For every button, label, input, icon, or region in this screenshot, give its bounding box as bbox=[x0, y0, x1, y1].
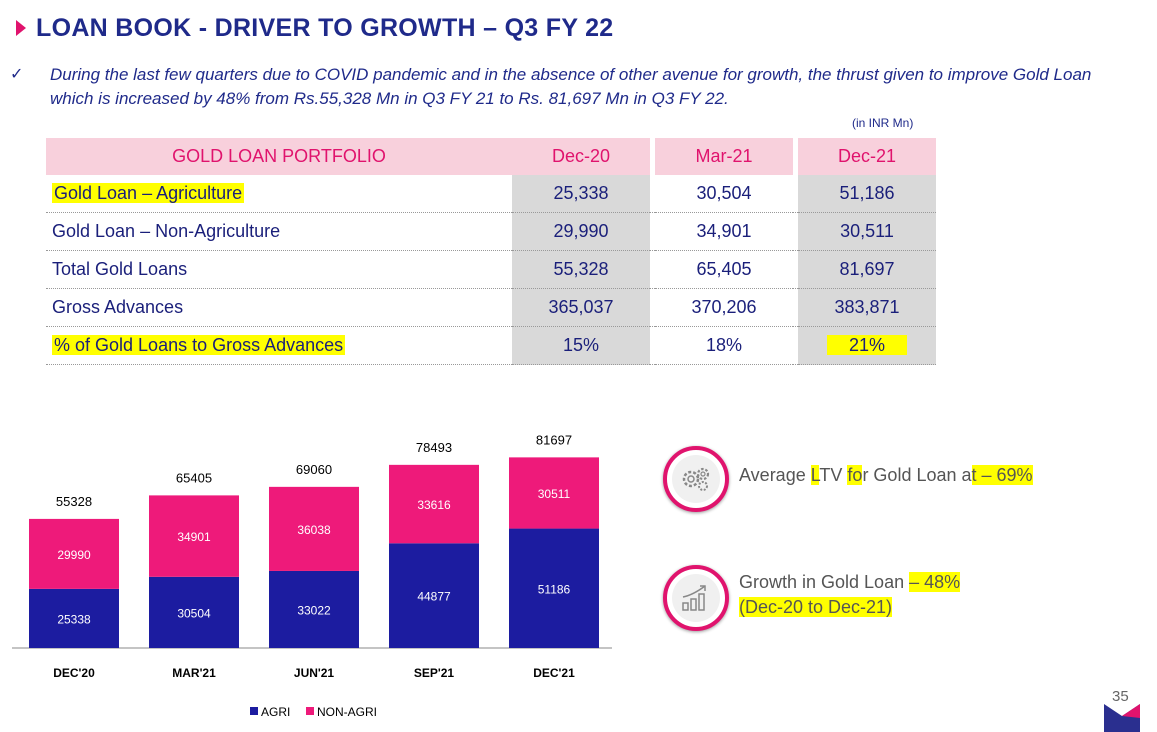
total-data-label: 65405 bbox=[176, 470, 212, 485]
growth-note: Growth in Gold Loan – 48% (Dec-20 to Dec-… bbox=[739, 570, 961, 620]
agri-data-label: 33022 bbox=[297, 603, 331, 617]
unit-note: (in INR Mn) bbox=[852, 116, 914, 130]
x-tick-label: SEP'21 bbox=[414, 666, 455, 680]
total-data-label: 69060 bbox=[296, 462, 332, 477]
x-tick-label: JUN'21 bbox=[294, 666, 335, 680]
agri-data-label: 30504 bbox=[177, 606, 211, 620]
table-row: % of Gold Loans to Gross Advances 15% 18… bbox=[46, 327, 936, 365]
table-cell: 55,328 bbox=[512, 251, 650, 289]
ltv-icon-badge bbox=[663, 446, 729, 512]
table-row: Gross Advances 365,037 370,206 383,871 bbox=[46, 289, 936, 327]
total-data-label: 78493 bbox=[416, 440, 452, 455]
table-row: Gold Loan – Agriculture 25,338 30,504 51… bbox=[46, 175, 936, 213]
corner-logo-icon bbox=[1104, 704, 1140, 732]
growth-chart-icon bbox=[682, 585, 706, 611]
x-tick-label: MAR'21 bbox=[172, 666, 216, 680]
note-text-segment: fo bbox=[847, 465, 863, 485]
check-icon: ✓ bbox=[10, 66, 24, 83]
agri-bar bbox=[149, 576, 239, 648]
row-label: Total Gold Loans bbox=[46, 251, 512, 289]
note-text-segment: TV bbox=[819, 465, 848, 485]
agri-data-label: 25338 bbox=[57, 612, 91, 626]
table-header-dec20: Dec-20 bbox=[512, 138, 650, 175]
gold-loan-stacked-bar-chart: 25338 29990 55328 DEC'20 30504 34901 65405 MAR'… bbox=[12, 432, 612, 719]
note-text-segment: L bbox=[810, 465, 820, 485]
agri-data-label: 44877 bbox=[417, 590, 451, 604]
ltv-note: Average LTV for Gold Loan at – 69% bbox=[739, 463, 1033, 488]
page-number: 35 bbox=[1112, 688, 1129, 705]
legend-label-agri: AGRI bbox=[261, 705, 290, 719]
table-row: Total Gold Loans 55,328 65,405 81,697 bbox=[46, 251, 936, 289]
total-data-label: 55328 bbox=[56, 494, 92, 509]
table-row: Gold Loan – Non-Agriculture 29,990 34,90… bbox=[46, 213, 936, 251]
title-marker bbox=[16, 20, 26, 36]
non-agri-bar bbox=[149, 495, 239, 577]
table-cell: 65,405 bbox=[655, 251, 793, 289]
non-agri-bar bbox=[509, 457, 599, 529]
agri-data-label: 51186 bbox=[538, 582, 571, 596]
non-agri-bar bbox=[389, 464, 479, 544]
table-cell: 18% bbox=[655, 327, 793, 365]
table-header-portfolio: GOLD LOAN PORTFOLIO bbox=[46, 138, 512, 175]
gears-icon bbox=[682, 467, 710, 491]
note-text-segment: Growth in Gold Loan bbox=[739, 572, 910, 592]
table-cell: 51,186 bbox=[798, 175, 936, 213]
non-agri-bar bbox=[29, 518, 119, 589]
note-text-segment: Average bbox=[739, 465, 811, 485]
row-label: Gold Loan – Non-Agriculture bbox=[46, 213, 512, 251]
page-title: LOAN BOOK - DRIVER TO GROWTH – Q3 FY 22 bbox=[36, 14, 614, 42]
x-tick-label: DEC'20 bbox=[53, 666, 95, 680]
table-cell: 34,901 bbox=[655, 213, 793, 251]
non-agri-data-label: 34901 bbox=[177, 530, 211, 544]
table-cell: 365,037 bbox=[512, 289, 650, 327]
non-agri-data-label: 36038 bbox=[297, 523, 331, 537]
agri-bar bbox=[269, 570, 359, 648]
non-agri-data-label: 33616 bbox=[417, 498, 451, 512]
table-header-mar21: Mar-21 bbox=[655, 138, 793, 175]
note-text-segment: – 48% bbox=[909, 572, 961, 592]
table-cell: 370,206 bbox=[655, 289, 793, 327]
legend-swatch-agri bbox=[250, 707, 258, 715]
x-tick-label: DEC'21 bbox=[533, 666, 575, 680]
legend-swatch-non-agri bbox=[306, 707, 314, 715]
note-text-segment: t – 69% bbox=[971, 465, 1033, 485]
table-cell: 30,511 bbox=[798, 213, 936, 251]
table-cell: 15% bbox=[512, 327, 650, 365]
row-label: Gross Advances bbox=[46, 289, 512, 327]
total-data-label: 81697 bbox=[536, 432, 572, 447]
note-text-segment: (Dec-20 to Dec-21) bbox=[739, 597, 893, 617]
agri-bar bbox=[389, 543, 479, 648]
table-header-row: GOLD LOAN PORTFOLIO Dec-20 Mar-21 Dec-21 bbox=[46, 138, 936, 175]
table-cell: 30,504 bbox=[655, 175, 793, 213]
agri-bar bbox=[29, 588, 119, 648]
agri-bar bbox=[509, 528, 599, 648]
table-cell: 21% bbox=[826, 335, 908, 355]
note-text-segment: r Gold Loan a bbox=[862, 465, 972, 485]
table-header-dec21: Dec-21 bbox=[798, 138, 936, 175]
row-label: % of Gold Loans to Gross Advances bbox=[52, 335, 346, 355]
non-agri-bar bbox=[269, 486, 359, 571]
gold-loan-portfolio-table: GOLD LOAN PORTFOLIO Dec-20 Mar-21 Dec-21… bbox=[46, 138, 936, 365]
non-agri-data-label: 30511 bbox=[538, 487, 571, 501]
table-cell: 29,990 bbox=[512, 213, 650, 251]
table-cell: 383,871 bbox=[798, 289, 936, 327]
non-agri-data-label: 29990 bbox=[57, 548, 91, 562]
table-cell: 81,697 bbox=[798, 251, 936, 289]
row-label: Gold Loan – Agriculture bbox=[52, 183, 245, 203]
legend-label-non-agri: NON-AGRI bbox=[317, 705, 377, 719]
intro-bullet: During the last few quarters due to COVI… bbox=[50, 65, 1092, 108]
table-cell: 25,338 bbox=[512, 175, 650, 213]
growth-icon-badge bbox=[663, 565, 729, 631]
